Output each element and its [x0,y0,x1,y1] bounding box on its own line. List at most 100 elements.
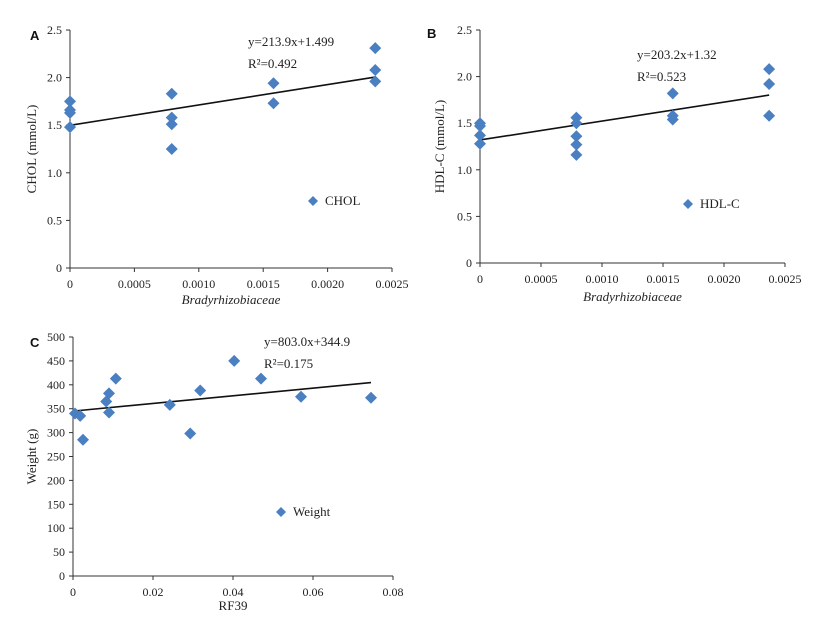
x-tick-label: 0.0005 [525,272,558,286]
y-tick-label: 250 [47,450,65,464]
x-tick-label: 0.02 [143,585,164,599]
y-tick-label: 500 [47,330,65,344]
x-axis-label: RF39 [219,598,248,613]
data-point [165,111,178,124]
data-point [64,106,76,119]
data-point [194,384,207,397]
x-tick-label: 0.06 [303,585,324,599]
y-tick-label: 1.5 [47,118,62,132]
x-axis-label: Bradyrhizobiaceae [583,289,682,304]
x-tick-label: 0 [70,585,76,599]
panel-letter: C [30,335,40,350]
panel-letter: B [427,26,436,41]
data-point [666,87,679,100]
data-point [570,117,583,130]
data-point [255,372,267,385]
x-tick-label: 0.08 [383,585,404,599]
y-axis-label: CHOL (mmol/L) [24,105,39,194]
y-axis-label: HDL-C (mmol/L) [432,100,447,194]
legend-label: Weight [293,504,331,519]
y-tick-label: 2.0 [457,70,472,84]
x-tick-label: 0 [67,277,73,291]
y-tick-label: 2.5 [47,23,62,37]
x-tick-label: 0.0025 [769,272,802,286]
r-squared: R²=0.492 [248,56,297,71]
data-point [474,129,486,142]
y-tick-label: 0.5 [47,213,62,227]
r-squared: R²=0.175 [264,356,313,371]
y-tick-label: 50 [53,545,65,559]
y-tick-label: 0 [466,256,472,270]
y-tick-label: 2.0 [47,71,62,85]
x-axis-label: Bradyrhizobiaceae [182,292,281,307]
y-tick-label: 100 [47,521,65,535]
x-tick-label: 0.0020 [708,272,741,286]
y-axis-label: Weight (g) [24,429,39,485]
y-tick-label: 2.5 [457,23,472,37]
data-point [184,427,197,440]
trendline [69,76,376,127]
data-point [228,354,241,367]
panel-a: A 0 0.5 1.0 1.5 2.0 2.5 0 0.0005 0.0010 0.0015 0.00… [24,23,409,307]
data-point [666,113,679,126]
x-tick-label: 0.0015 [647,272,680,286]
data-point [103,406,115,419]
y-tick-label: 350 [47,402,65,416]
data-point [763,63,776,76]
legend-marker [276,507,286,517]
panel-b: B 0 0.5 1.0 1.5 2.0 2.5 0 0.0005 0.0010 0.0015 0.00… [427,23,802,304]
regression-equation: y=213.9x+1.499 [248,34,334,49]
data-point [763,109,776,122]
y-tick-label: 1.5 [457,116,472,130]
legend-label: CHOL [325,193,360,208]
data-point [163,398,176,411]
data-point [474,119,486,132]
x-tick-label: 0.0005 [118,277,151,291]
data-point [570,130,583,143]
data-point [570,138,583,151]
data-point [109,372,122,385]
x-tick-label: 0 [477,272,483,286]
data-point [165,118,178,131]
data-point [267,77,280,90]
x-tick-label: 0.0015 [247,277,280,291]
data-point [763,78,776,91]
data-point [369,42,382,55]
data-point [64,95,76,108]
panel-c: C 0 50 100 150 200 250 300 350 400 450 500 0 0.02 0.04… [24,330,404,613]
data-point [570,148,583,161]
x-tick-label: 0.04 [223,585,244,599]
y-tick-label: 0.5 [457,209,472,223]
legend-marker [683,199,693,209]
data-point [74,409,87,422]
data-point [165,87,178,100]
data-point [103,387,115,400]
x-tick-label: 0.0020 [311,277,344,291]
y-tick-label: 0 [56,261,62,275]
data-point [267,97,280,110]
regression-equation: y=203.2x+1.32 [637,47,717,62]
y-tick-label: 300 [47,426,65,440]
trendline [72,381,372,412]
y-tick-label: 1.0 [457,163,472,177]
y-tick-label: 150 [47,497,65,511]
y-tick-label: 200 [47,473,65,487]
legend-label: HDL-C [700,196,740,211]
y-tick-label: 450 [47,354,65,368]
trendline [479,94,770,141]
data-point [165,143,178,155]
data-point [64,121,76,134]
y-tick-label: 1.0 [47,166,62,180]
regression-equation: y=803.0x+344.9 [264,334,350,349]
panel-letter: A [30,28,40,43]
r-squared: R²=0.523 [637,69,686,84]
y-tick-label: 400 [47,378,65,392]
data-point [365,391,377,404]
data-point [77,433,89,446]
x-tick-label: 0.0010 [586,272,619,286]
y-tick-label: 0 [59,569,65,583]
data-point [369,75,382,88]
x-tick-label: 0.0025 [376,277,409,291]
legend-marker [308,196,318,206]
